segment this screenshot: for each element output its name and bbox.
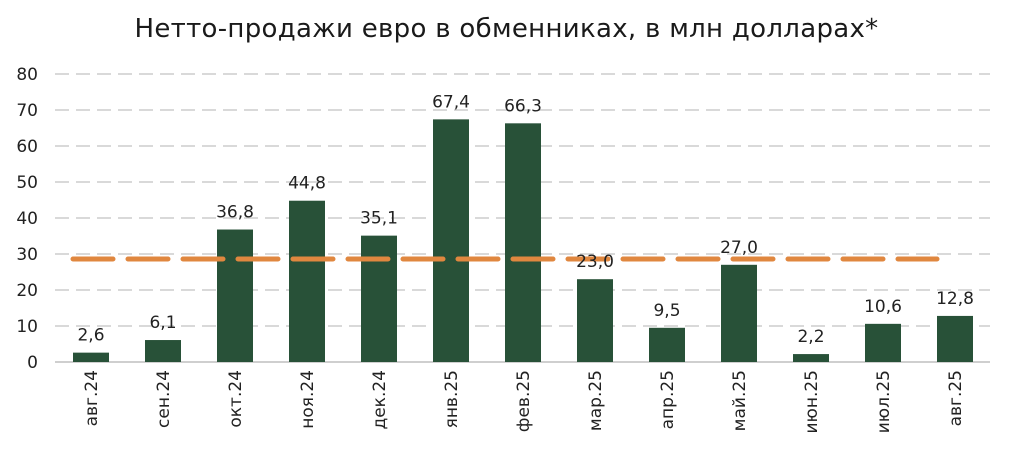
bar [361, 235, 397, 362]
y-tick-label: 80 [16, 65, 38, 85]
y-tick-label: 60 [16, 137, 38, 157]
bar [289, 200, 325, 362]
data-labels: 2,6 6,1 36,8 44,8 35,1 67,4 66,3 23,0 9,5 27,0 2,2… [77, 92, 973, 347]
data-label: 36,8 [216, 203, 254, 223]
bar [649, 327, 685, 362]
x-tick-label: июн.25 [802, 370, 822, 434]
x-axis: авг.24 сен.24 окт.24 ноя.24 дек.24 янв.25 фев.… [82, 370, 966, 434]
x-tick-label: янв.25 [442, 370, 462, 428]
data-label: 44,8 [288, 174, 326, 194]
bar [145, 340, 181, 362]
chart-title: Нетто-продажи евро в обменниках, в млн д… [134, 14, 879, 44]
data-label: 35,1 [360, 209, 398, 229]
data-label: 67,4 [432, 92, 470, 112]
bar [217, 229, 253, 362]
y-axis: 0 10 20 30 40 50 60 70 80 [16, 65, 38, 373]
y-tick-label: 70 [16, 101, 38, 121]
data-label: 2,2 [797, 327, 824, 347]
bar [73, 352, 109, 362]
data-label: 6,1 [149, 313, 176, 333]
data-label: 66,3 [504, 96, 542, 116]
x-tick-label: окт.24 [226, 370, 246, 428]
y-tick-label: 0 [27, 353, 38, 373]
x-tick-label: июл.25 [874, 370, 894, 433]
bar [505, 123, 541, 362]
x-tick-label: сен.24 [154, 370, 174, 428]
x-tick-label: авг.24 [82, 370, 102, 426]
y-tick-label: 20 [16, 281, 38, 301]
y-tick-label: 40 [16, 209, 38, 229]
x-tick-label: фев.25 [514, 370, 534, 432]
x-tick-label: ноя.24 [298, 370, 318, 429]
x-tick-label: авг.25 [946, 370, 966, 426]
bar [577, 279, 613, 362]
bar [793, 354, 829, 362]
data-label: 2,6 [77, 326, 104, 346]
y-tick-label: 50 [16, 173, 38, 193]
y-tick-label: 30 [16, 245, 38, 265]
y-tick-label: 10 [16, 317, 38, 337]
data-label: 27,0 [720, 238, 758, 258]
x-tick-label: апр.25 [658, 370, 678, 429]
data-label: 9,5 [653, 301, 680, 321]
data-label: 23,0 [576, 252, 614, 272]
bars [73, 119, 973, 362]
data-label: 12,8 [936, 289, 974, 309]
bar [865, 323, 901, 362]
x-tick-label: май.25 [730, 370, 750, 431]
bar [937, 315, 973, 362]
bar [433, 119, 469, 362]
x-tick-label: мар.25 [586, 370, 606, 431]
data-label: 10,6 [864, 297, 902, 317]
bar [721, 264, 757, 362]
x-tick-label: дек.24 [370, 370, 390, 430]
